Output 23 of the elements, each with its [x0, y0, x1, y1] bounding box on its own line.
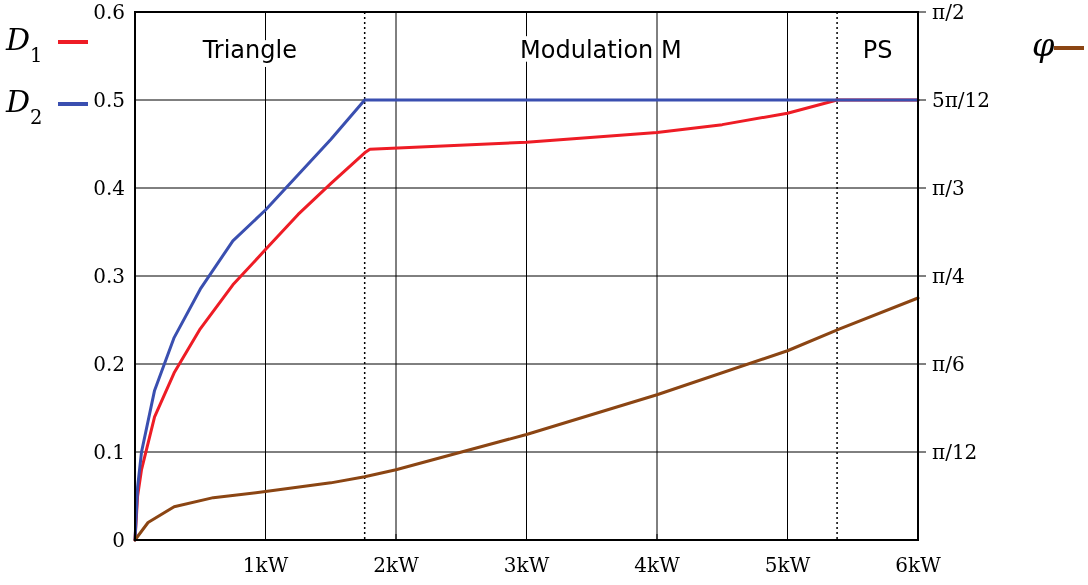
legend-label: D$_{2}$: [5, 84, 43, 129]
y-tick-label: 0.1: [93, 440, 125, 464]
y-tick-label: 0: [112, 528, 125, 552]
y-tick-label: 0.5: [93, 88, 125, 112]
legend-label: φ: [1032, 26, 1055, 64]
annotation: PS: [862, 36, 893, 64]
y-tick-label: 0.2: [93, 352, 125, 376]
y2-tick-label: π/12: [932, 440, 978, 464]
x-tick-label: 4kW: [634, 553, 681, 577]
legend-label: D$_{1}$: [5, 22, 43, 67]
x-tick-label: 5kW: [764, 553, 811, 577]
x-tick-label: 6kW: [895, 553, 942, 577]
y-tick-label: 0.3: [93, 264, 125, 288]
y2-tick-label: π/6: [932, 352, 965, 376]
x-tick-label: 1kW: [242, 553, 289, 577]
y2-tick-label: π/3: [932, 176, 965, 200]
y2-tick-label: π/2: [932, 0, 965, 24]
x-tick-label: 3kW: [503, 553, 550, 577]
x-tick-label: 2kW: [373, 553, 420, 577]
y-tick-label: 0.4: [93, 176, 125, 200]
y2-tick-label: π/4: [932, 264, 965, 288]
y-tick-label: 0.6: [93, 0, 125, 24]
y2-tick-label: 5π/12: [932, 88, 991, 112]
